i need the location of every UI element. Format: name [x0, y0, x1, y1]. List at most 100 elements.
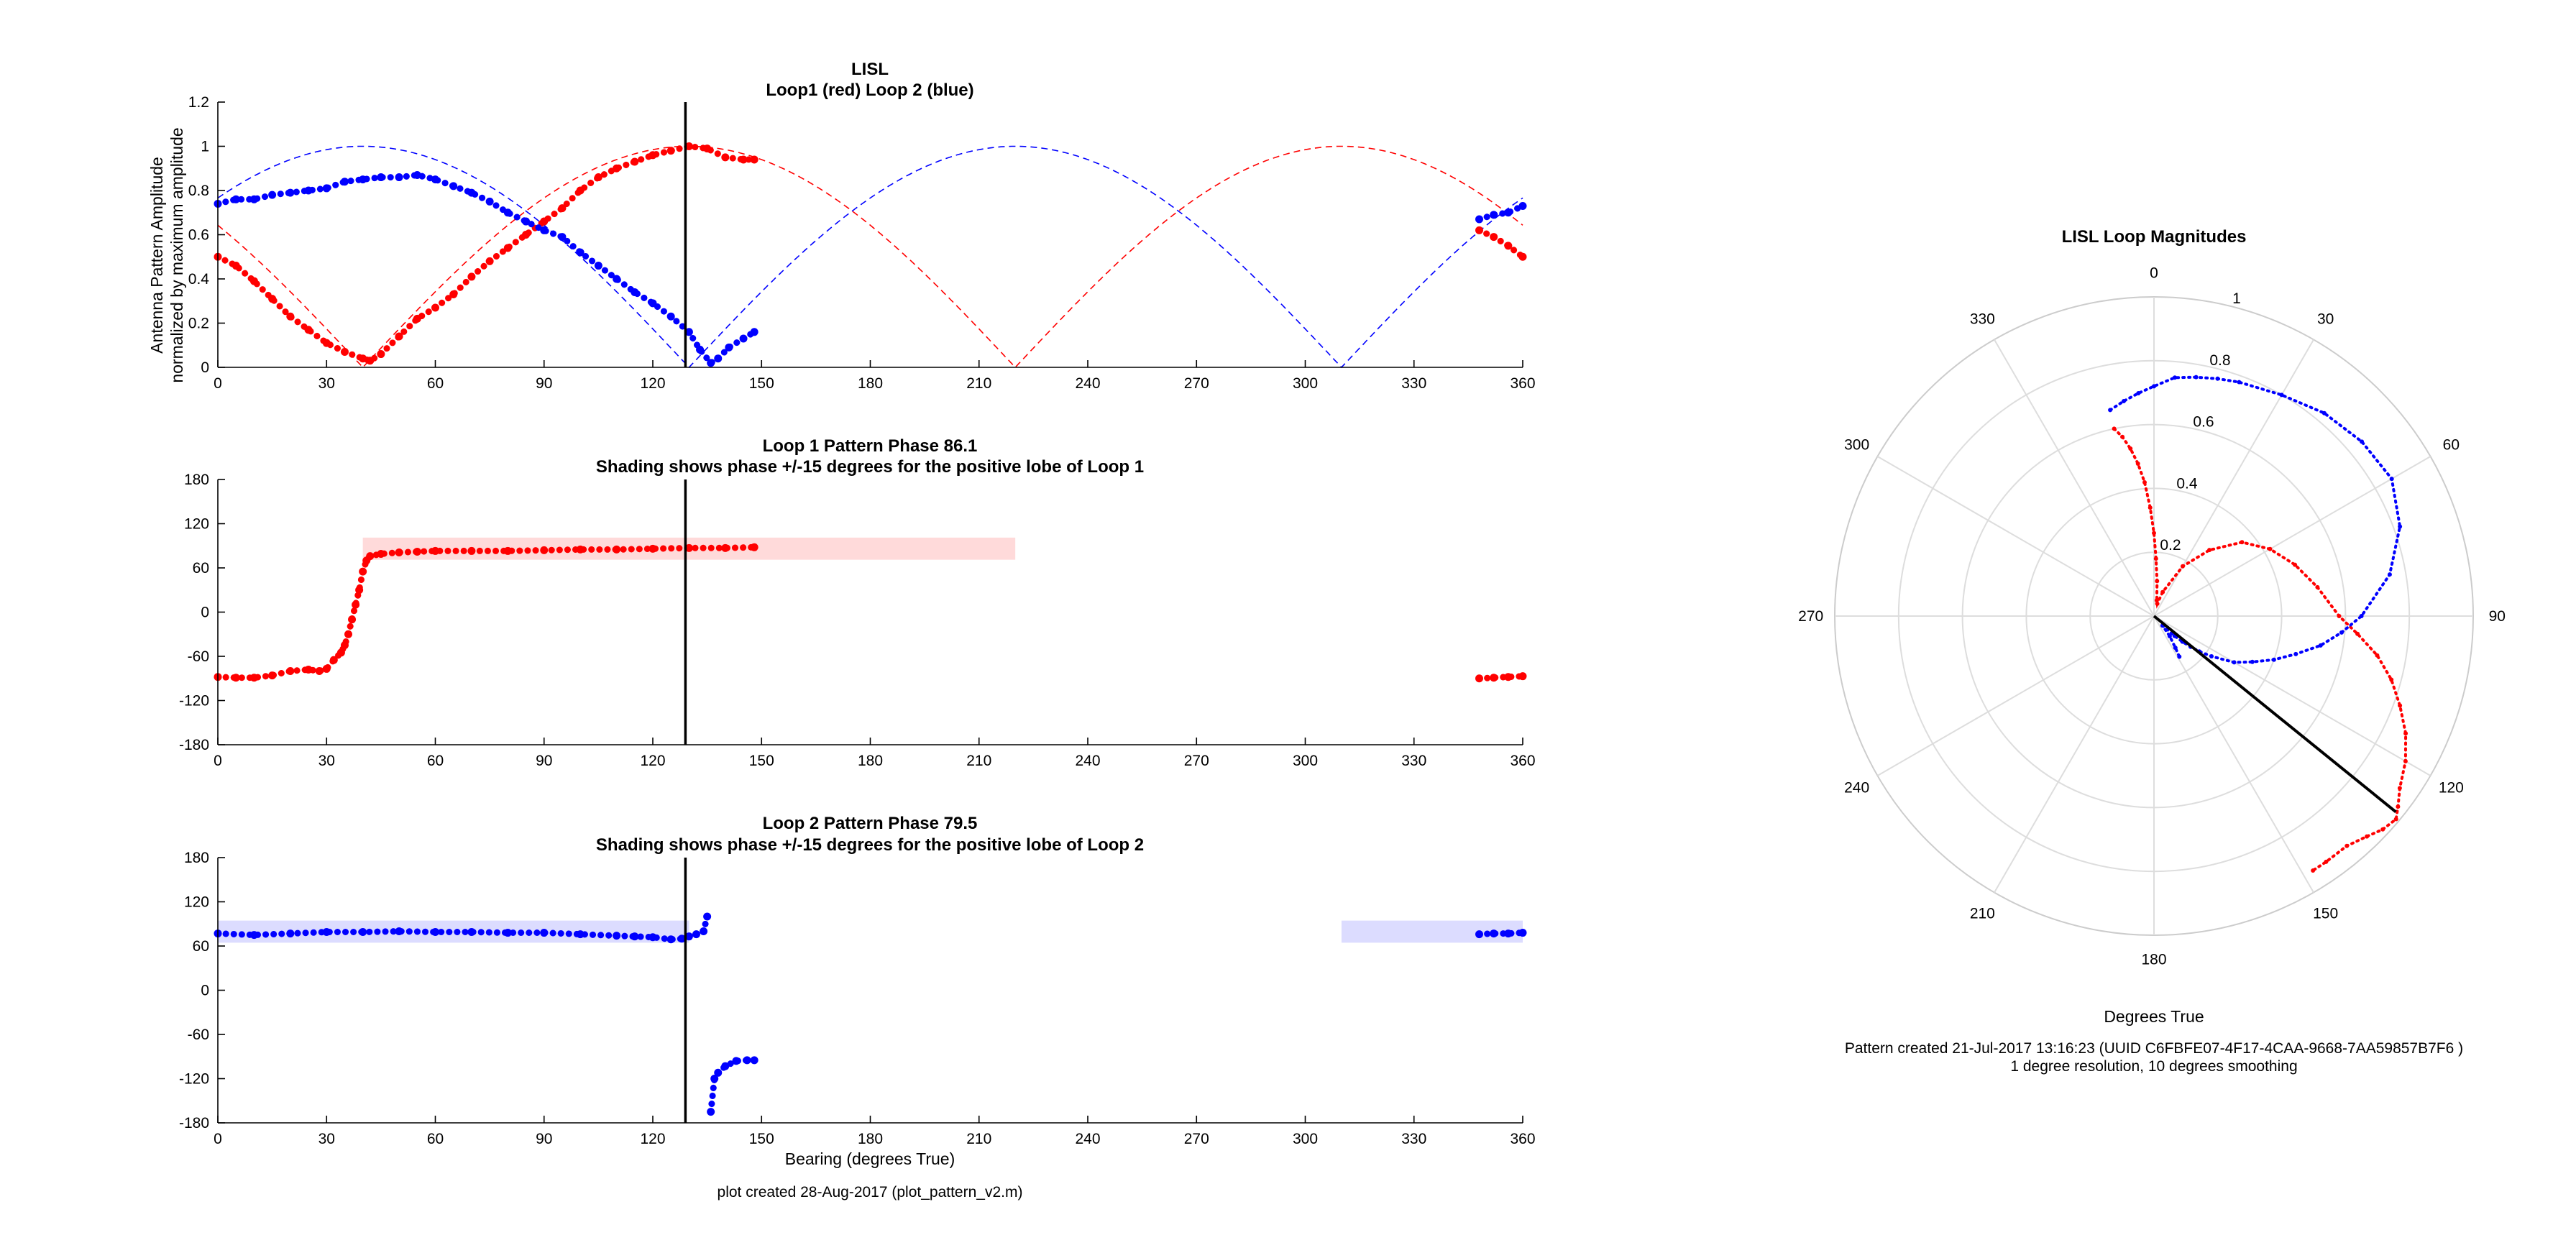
- x-tick-label-270: 270: [1184, 753, 1209, 769]
- y-tick-label--60: -60: [188, 648, 209, 665]
- x-tick-label-90: 90: [536, 753, 552, 769]
- y-tick-label-180: 180: [184, 472, 209, 488]
- ideal-pattern-curve-0: [217, 145, 1523, 369]
- loop1-phase-panel: Loop 1 Pattern Phase 86.1 Shading shows …: [179, 436, 1536, 769]
- polar-r-tick-0.4: 0.4: [2176, 475, 2198, 492]
- y-tick-label-0: 0: [201, 359, 209, 376]
- amplitude-subtitle: Loop1 (red) Loop 2 (blue): [766, 81, 973, 100]
- y-tick-label-60: 60: [193, 938, 209, 955]
- x-tick-label-240: 240: [1075, 1131, 1100, 1147]
- polar-r-tick-0.2: 0.2: [2160, 537, 2181, 554]
- x-tick-label-0: 0: [214, 1131, 222, 1147]
- polar-spoke-240: [1876, 615, 2155, 776]
- polar-spoke-60: [2153, 456, 2431, 617]
- polar-spoke-150: [2153, 615, 2314, 894]
- y-tick-label-1: 1: [201, 139, 209, 155]
- x-tick-label-120: 120: [640, 753, 665, 769]
- polar-spoke-210: [1994, 615, 2155, 894]
- x-tick-label-330: 330: [1401, 753, 1426, 769]
- polar-magnitudes-panel: LISL Loop Magnitudes 0.2 0.4 0.6 0.8 1 0 30 60 9…: [1798, 227, 2506, 1075]
- polar-bearing-marker-line: [2153, 615, 2397, 813]
- resolution-note: 1 degree resolution, 10 degrees smoothin…: [2010, 1058, 2297, 1075]
- polar-theta-tick-60: 60: [2443, 436, 2460, 453]
- x-tick-label-180: 180: [858, 375, 883, 392]
- x-tick-label-210: 210: [966, 753, 991, 769]
- polar-theta-tick-330: 330: [1970, 311, 1995, 328]
- x-tick-label-60: 60: [427, 1131, 444, 1147]
- x-tick-label-150: 150: [749, 753, 774, 769]
- x-tick-label-180: 180: [858, 753, 883, 769]
- amplitude-panel: LISL Loop1 (red) Loop 2 (blue) Antenna P…: [147, 60, 1536, 392]
- amplitude-title: LISL: [851, 60, 889, 79]
- x-tick-label-60: 60: [427, 375, 444, 392]
- x-tick-label-120: 120: [640, 375, 665, 392]
- loop2-phase-panel: Loop 2 Pattern Phase 79.5 Shading shows …: [179, 814, 1536, 1168]
- x-tick-label-240: 240: [1075, 375, 1100, 392]
- x-tick-label-360: 360: [1510, 375, 1535, 392]
- plot-created-note: plot created 28-Aug-2017 (plot_pattern_v…: [718, 1184, 1023, 1200]
- data-point-s0-31: [750, 155, 758, 164]
- data-trace-s0: [214, 543, 1526, 682]
- loop1-phase-subtitle: Shading shows phase +/-15 degrees for th…: [596, 457, 1144, 477]
- y-tick-label-0.2: 0.2: [188, 316, 209, 332]
- data-trace-s1: [214, 172, 1526, 367]
- amplitude-ylabel: Antenna Pattern Amplitude: [147, 157, 166, 354]
- polar-theta-tick-90: 90: [2489, 608, 2506, 625]
- pattern-created-note: Pattern created 21-Jul-2017 13:16:23 (UU…: [1845, 1040, 2463, 1057]
- loop1-phase-title: Loop 1 Pattern Phase 86.1: [763, 436, 978, 456]
- x-tick-label-330: 330: [1401, 375, 1426, 392]
- x-tick-label-0: 0: [214, 753, 222, 769]
- y-tick-label-120: 120: [184, 516, 209, 533]
- x-tick-label-150: 150: [749, 375, 774, 392]
- data-trace-s0: [214, 143, 1526, 364]
- polar-xlabel: Degrees True: [2104, 1007, 2204, 1026]
- x-tick-label-150: 150: [749, 1131, 774, 1147]
- y-tick-label-120: 120: [184, 894, 209, 911]
- y-tick-label-180: 180: [184, 850, 209, 866]
- data-point-s0-19: [703, 912, 712, 921]
- x-tick-label-30: 30: [318, 375, 335, 392]
- polar-trace-s1: [2109, 375, 2402, 664]
- polar-theta-tick-180: 180: [2141, 951, 2166, 968]
- y-tick-label--120: -120: [179, 693, 209, 710]
- polar-theta-tick-210: 210: [1970, 905, 1995, 922]
- polar-theta-tick-240: 240: [1844, 780, 1869, 796]
- y-tick-label-60: 60: [193, 560, 209, 577]
- polar-theta-tick-120: 120: [2439, 780, 2464, 796]
- x-tick-label-180: 180: [858, 1131, 883, 1147]
- y-tick-label-0.4: 0.4: [188, 271, 210, 288]
- x-tick-label-210: 210: [966, 375, 991, 392]
- polar-spoke-330: [1994, 339, 2155, 617]
- x-tick-label-360: 360: [1510, 753, 1535, 769]
- loop2-phase-title: Loop 2 Pattern Phase 79.5: [763, 814, 978, 833]
- polar-theta-tick-0: 0: [2150, 265, 2158, 282]
- polar-r-tick-0.6: 0.6: [2193, 414, 2214, 431]
- y-tick-label--120: -120: [179, 1071, 209, 1088]
- loop2-phase-xlabel: Bearing (degrees True): [785, 1149, 955, 1168]
- polar-r-tick-0.8: 0.8: [2209, 352, 2230, 369]
- y-tick-label-0: 0: [201, 605, 209, 621]
- y-tick-label-0.8: 0.8: [188, 183, 209, 199]
- polar-title: LISL Loop Magnitudes: [2062, 227, 2247, 247]
- loop2-phase-subtitle: Shading shows phase +/-15 degrees for th…: [596, 835, 1144, 855]
- polar-theta-tick-30: 30: [2317, 311, 2334, 328]
- x-tick-label-300: 300: [1293, 375, 1318, 392]
- polar-spoke-120: [2153, 615, 2431, 776]
- data-point-s1-36: [1518, 202, 1527, 211]
- x-tick-label-30: 30: [318, 753, 335, 769]
- amplitude-ylabel-line2: normalized by maximum amplitude: [168, 127, 186, 382]
- ideal-pattern-curve-1: [217, 145, 1523, 369]
- x-tick-label-90: 90: [536, 1131, 552, 1147]
- x-tick-label-300: 300: [1293, 753, 1318, 769]
- y-tick-label--60: -60: [188, 1027, 209, 1043]
- x-tick-label-60: 60: [427, 753, 444, 769]
- polar-theta-tick-270: 270: [1798, 608, 1823, 625]
- y-tick-label-0: 0: [201, 983, 209, 999]
- polar-trace-s0: [2112, 427, 2408, 872]
- polar-theta-tick-300: 300: [1844, 436, 1869, 453]
- y-tick-label-1.2: 1.2: [188, 94, 209, 111]
- polar-spoke-300: [1876, 456, 2155, 617]
- x-tick-label-240: 240: [1075, 753, 1100, 769]
- x-tick-label-300: 300: [1293, 1131, 1318, 1147]
